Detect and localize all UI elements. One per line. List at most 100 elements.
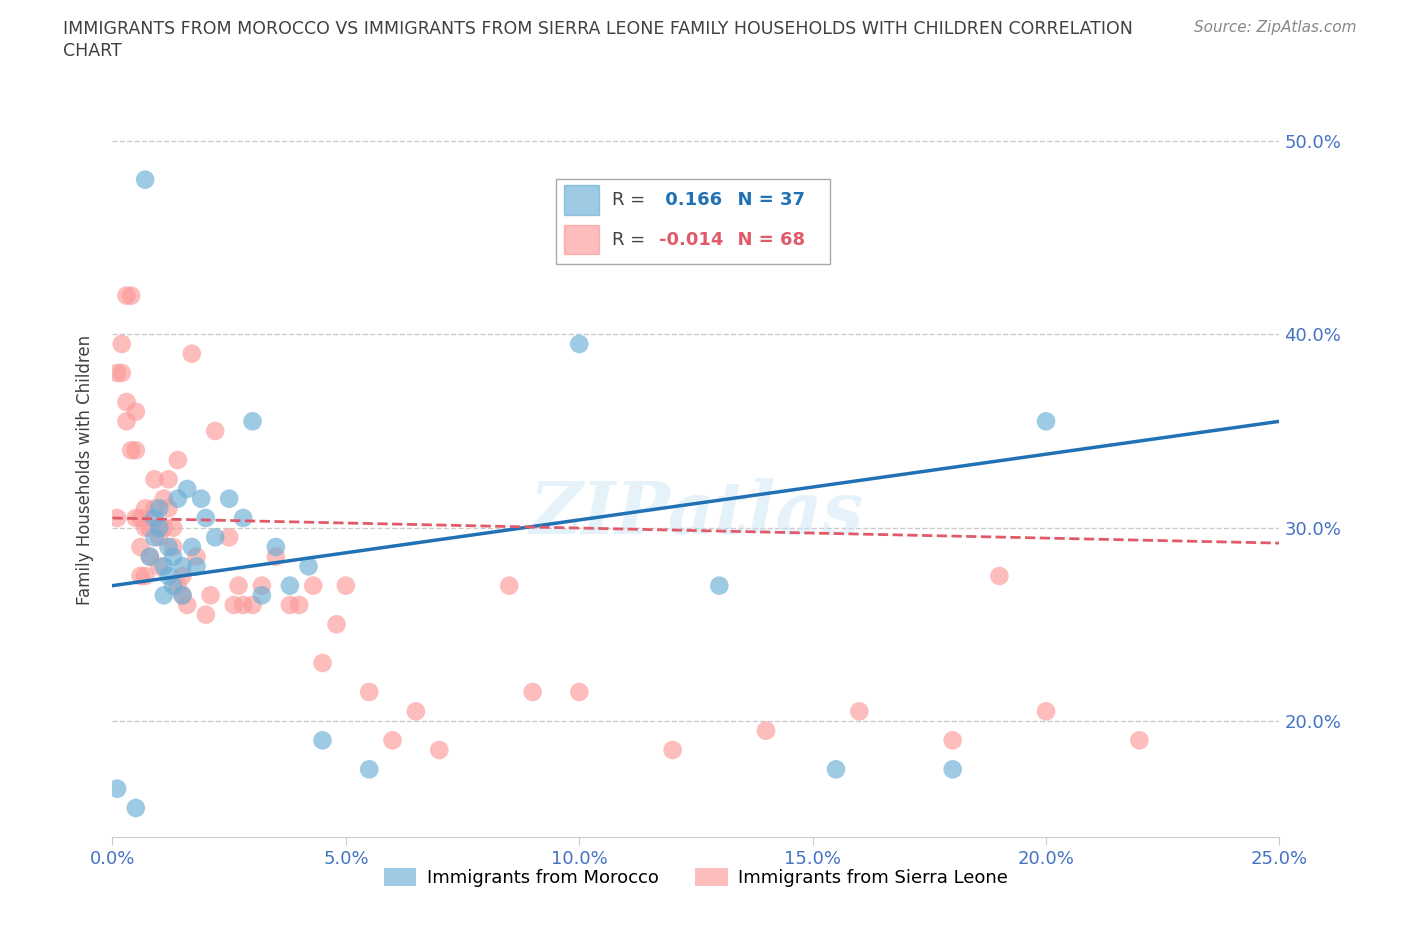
Immigrants from Morocco xyxy=(204,530,226,545)
Immigrants from Morocco xyxy=(162,550,184,565)
Immigrants from Morocco xyxy=(180,539,202,554)
Immigrants from Morocco xyxy=(166,491,188,506)
Immigrants from Sierra Leone xyxy=(129,511,152,525)
Immigrants from Sierra Leone xyxy=(120,288,142,303)
Immigrants from Sierra Leone xyxy=(139,520,162,535)
Immigrants from Sierra Leone xyxy=(157,501,180,516)
Immigrants from Morocco xyxy=(264,539,287,554)
Immigrants from Sierra Leone xyxy=(228,578,250,593)
Text: IMMIGRANTS FROM MOROCCO VS IMMIGRANTS FROM SIERRA LEONE FAMILY HOUSEHOLDS WITH C: IMMIGRANTS FROM MOROCCO VS IMMIGRANTS FR… xyxy=(63,20,1133,38)
Immigrants from Sierra Leone xyxy=(242,598,264,613)
Immigrants from Sierra Leone xyxy=(218,530,240,545)
Text: 0.166: 0.166 xyxy=(658,191,721,209)
Text: N = 37: N = 37 xyxy=(725,191,806,209)
Immigrants from Sierra Leone xyxy=(200,588,222,603)
Legend: Immigrants from Morocco, Immigrants from Sierra Leone: Immigrants from Morocco, Immigrants from… xyxy=(377,860,1015,894)
Immigrants from Morocco xyxy=(134,172,156,187)
Immigrants from Morocco xyxy=(157,539,180,554)
Immigrants from Sierra Leone xyxy=(405,704,427,719)
Text: N = 68: N = 68 xyxy=(725,231,806,248)
Immigrants from Sierra Leone xyxy=(335,578,357,593)
Immigrants from Sierra Leone xyxy=(359,684,381,699)
Immigrants from Sierra Leone xyxy=(222,598,245,613)
Immigrants from Sierra Leone xyxy=(186,550,208,565)
Immigrants from Sierra Leone xyxy=(111,337,134,352)
Text: R =: R = xyxy=(612,191,651,209)
Immigrants from Sierra Leone xyxy=(148,520,170,535)
Immigrants from Morocco xyxy=(172,559,194,574)
Immigrants from Sierra Leone xyxy=(125,511,148,525)
Text: ZIPatlas: ZIPatlas xyxy=(529,478,863,550)
Immigrants from Sierra Leone xyxy=(162,520,184,535)
Immigrants from Sierra Leone xyxy=(115,414,138,429)
Immigrants from Sierra Leone xyxy=(143,501,166,516)
Immigrants from Sierra Leone xyxy=(232,598,254,613)
Immigrants from Morocco xyxy=(311,733,333,748)
Y-axis label: Family Households with Children: Family Households with Children xyxy=(76,335,94,604)
FancyBboxPatch shape xyxy=(555,179,830,264)
Immigrants from Morocco xyxy=(568,337,591,352)
Immigrants from Sierra Leone xyxy=(134,520,156,535)
Immigrants from Sierra Leone xyxy=(302,578,325,593)
Immigrants from Morocco xyxy=(148,520,170,535)
Immigrants from Morocco xyxy=(190,491,212,506)
Immigrants from Morocco xyxy=(172,588,194,603)
Text: -0.014: -0.014 xyxy=(658,231,723,248)
Immigrants from Morocco xyxy=(232,511,254,525)
Immigrants from Sierra Leone xyxy=(125,405,148,419)
Immigrants from Sierra Leone xyxy=(153,491,176,506)
FancyBboxPatch shape xyxy=(564,185,599,215)
Immigrants from Sierra Leone xyxy=(661,742,683,757)
Immigrants from Morocco xyxy=(194,511,217,525)
Immigrants from Sierra Leone xyxy=(153,520,176,535)
Immigrants from Morocco xyxy=(148,501,170,516)
Immigrants from Morocco xyxy=(139,550,162,565)
Immigrants from Sierra Leone xyxy=(134,501,156,516)
Immigrants from Morocco xyxy=(125,801,148,816)
Immigrants from Sierra Leone xyxy=(129,539,152,554)
Immigrants from Sierra Leone xyxy=(166,453,188,468)
Immigrants from Sierra Leone xyxy=(180,346,202,361)
Immigrants from Morocco xyxy=(250,588,273,603)
Text: CHART: CHART xyxy=(63,42,122,60)
Immigrants from Morocco xyxy=(242,414,264,429)
Immigrants from Sierra Leone xyxy=(988,568,1011,583)
Immigrants from Sierra Leone xyxy=(115,288,138,303)
Immigrants from Sierra Leone xyxy=(148,530,170,545)
Immigrants from Morocco xyxy=(153,559,176,574)
Immigrants from Sierra Leone xyxy=(942,733,965,748)
Immigrants from Sierra Leone xyxy=(166,578,188,593)
Immigrants from Morocco xyxy=(825,762,848,777)
Immigrants from Sierra Leone xyxy=(172,588,194,603)
Text: Source: ZipAtlas.com: Source: ZipAtlas.com xyxy=(1194,20,1357,35)
Immigrants from Sierra Leone xyxy=(325,617,347,631)
Immigrants from Morocco xyxy=(942,762,965,777)
Immigrants from Sierra Leone xyxy=(148,559,170,574)
Immigrants from Sierra Leone xyxy=(204,423,226,438)
Immigrants from Morocco xyxy=(162,578,184,593)
Immigrants from Morocco xyxy=(143,530,166,545)
Immigrants from Sierra Leone xyxy=(143,472,166,486)
Immigrants from Sierra Leone xyxy=(250,578,273,593)
Immigrants from Morocco xyxy=(157,568,180,583)
Immigrants from Sierra Leone xyxy=(427,742,450,757)
Immigrants from Sierra Leone xyxy=(176,598,198,613)
Immigrants from Morocco xyxy=(297,559,319,574)
Immigrants from Sierra Leone xyxy=(288,598,311,613)
Immigrants from Sierra Leone xyxy=(129,568,152,583)
Immigrants from Sierra Leone xyxy=(194,607,217,622)
Immigrants from Sierra Leone xyxy=(172,568,194,583)
Immigrants from Sierra Leone xyxy=(848,704,870,719)
Immigrants from Sierra Leone xyxy=(115,394,138,409)
Immigrants from Sierra Leone xyxy=(1128,733,1150,748)
Immigrants from Sierra Leone xyxy=(125,443,148,458)
Immigrants from Sierra Leone xyxy=(278,598,301,613)
Immigrants from Morocco xyxy=(186,559,208,574)
Immigrants from Sierra Leone xyxy=(157,472,180,486)
Immigrants from Sierra Leone xyxy=(568,684,591,699)
Immigrants from Sierra Leone xyxy=(381,733,404,748)
Immigrants from Sierra Leone xyxy=(498,578,520,593)
Immigrants from Morocco xyxy=(278,578,301,593)
Immigrants from Morocco xyxy=(1035,414,1057,429)
Immigrants from Sierra Leone xyxy=(111,365,134,380)
